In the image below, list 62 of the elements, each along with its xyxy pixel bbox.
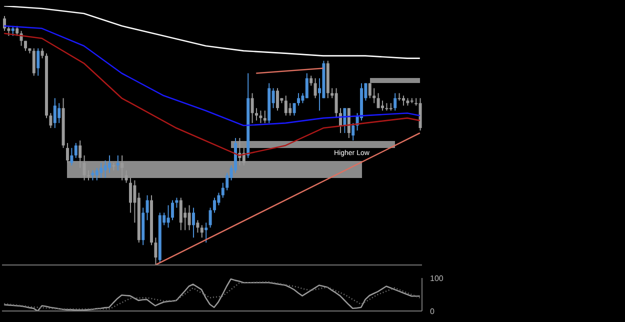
candlestick: [334, 88, 338, 119]
candlestick: [171, 200, 174, 221]
candlestick: [78, 140, 82, 168]
candlestick: [276, 88, 279, 112]
candlestick: [129, 177, 132, 214]
candlestick: [402, 95, 405, 106]
candlestick: [82, 154, 86, 181]
candlestick: [36, 48, 40, 76]
candlestick: [70, 147, 74, 166]
candlestick: [250, 92, 254, 124]
candlestick: [381, 100, 384, 112]
candlestick: [120, 154, 124, 181]
candlestick: [213, 197, 216, 214]
candlestick: [394, 92, 397, 112]
candlestick: [297, 92, 300, 106]
candlestick: [53, 98, 56, 129]
candlestick: [91, 170, 94, 181]
candlestick: [179, 197, 182, 231]
candlestick: [226, 172, 229, 191]
candlestick: [259, 110, 262, 124]
candlestick: [188, 204, 191, 231]
candlestick: [376, 92, 380, 109]
y-tick-label: 0: [430, 306, 435, 316]
candlestick: [95, 167, 98, 181]
candlestick: [314, 78, 317, 99]
candlestick: [217, 192, 220, 206]
candlestick: [74, 142, 78, 158]
candlestick: [221, 182, 224, 198]
candlestick: [100, 162, 103, 178]
candlestick: [204, 222, 208, 244]
candlestick: [146, 194, 149, 221]
candlestick: [310, 75, 313, 86]
candlestick: [292, 102, 296, 116]
candlestick: [58, 102, 61, 124]
candlestick: [255, 108, 258, 122]
candlestick: [32, 48, 36, 76]
candlestick: [49, 112, 52, 129]
candlestick: [11, 25, 14, 36]
candlestick: [66, 142, 69, 164]
candlestick: [339, 108, 342, 134]
candlestick: [104, 160, 107, 178]
candlestick: [124, 170, 128, 184]
candlestick: [305, 72, 308, 99]
candlestick: [208, 207, 212, 228]
candlestick: [284, 95, 288, 116]
y-tick-label: 100: [430, 274, 444, 283]
candlestick: [263, 110, 266, 124]
candlestick: [372, 88, 376, 104]
candlestick: [166, 204, 170, 228]
candlestick: [87, 170, 90, 181]
candlestick: [352, 122, 355, 141]
candlestick: [368, 82, 372, 99]
candlestick: [200, 224, 204, 238]
candlestick: [108, 154, 111, 174]
candlestick: [40, 48, 44, 59]
candlestick: [192, 207, 195, 238]
candlestick: [7, 25, 10, 36]
candlestick: [3, 15, 6, 32]
candlestick: [196, 220, 200, 234]
candlestick: [288, 102, 292, 116]
candlestick: [116, 154, 120, 171]
candlestick: [154, 237, 158, 265]
